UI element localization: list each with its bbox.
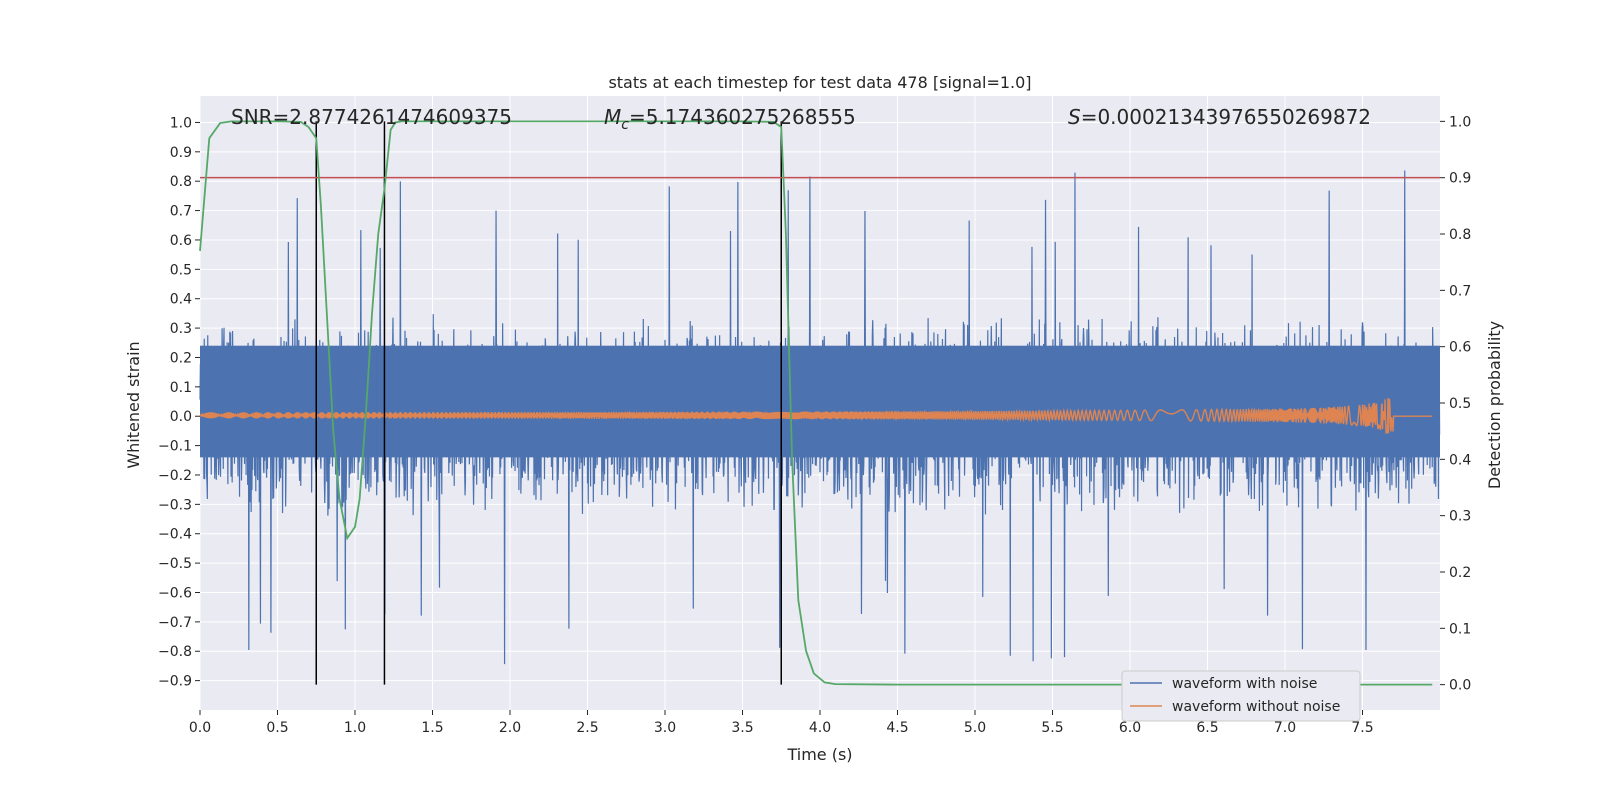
y-left-tick-label-0: 1.0 (170, 115, 192, 131)
tick-labels: 0.0 0.5 1.0 1.5 2.0 2.5 3.0 3.5 4.0 4.5 5.0 5.5 6.0 6… (158, 114, 1471, 736)
x-tick-label-2: 1.0 (344, 720, 366, 736)
x-tick-label-1: 0.5 (266, 720, 288, 736)
y-left-tick-label-19: −0.9 (158, 674, 192, 690)
y-left-tick-label-4: 0.6 (170, 233, 192, 249)
y-right-tick-label-5: 0.5 (1449, 396, 1471, 412)
y-right-tick-label-10: 0.0 (1449, 678, 1471, 694)
y-left-tick-label-2: 0.8 (170, 174, 192, 190)
y-left-tick-label-7: 0.3 (170, 321, 192, 337)
y-axis-label-left: Whitened strain (124, 341, 143, 468)
x-tick-label-13: 6.5 (1196, 720, 1218, 736)
x-tick-label-12: 6.0 (1119, 720, 1141, 736)
x-tick-label-15: 7.5 (1351, 720, 1373, 736)
y-left-tick-label-16: −0.6 (158, 585, 192, 601)
y-left-tick-label-18: −0.8 (158, 644, 192, 660)
chirp-mass-value: =5.174360275268555 (629, 105, 856, 129)
y-left-tick-label-10: 0.0 (170, 409, 192, 425)
y-left-tick-label-14: −0.4 (158, 527, 192, 543)
y-left-tick-label-11: −0.1 (158, 439, 192, 455)
noise-series-layer (199, 170, 1441, 665)
y-left-tick-label-12: −0.2 (158, 468, 192, 484)
chirp-mass-annotation: Mc=5.174360275268555 (604, 105, 856, 133)
y-right-tick-label-2: 0.8 (1449, 227, 1471, 243)
y-left-tick-label-9: 0.1 (170, 380, 192, 396)
x-tick-label-0: 0.0 (189, 720, 211, 736)
y-left-tick-label-1: 0.9 (170, 145, 192, 161)
y-right-tick-label-9: 0.1 (1449, 621, 1471, 637)
y-left-tick-label-6: 0.4 (170, 292, 192, 308)
y-left-tick-label-15: −0.5 (158, 556, 192, 572)
probability-series-layer (199, 120, 1433, 686)
series-noise-band (200, 345, 1440, 458)
x-tick-label-3: 1.5 (421, 720, 443, 736)
x-tick-label-9: 4.5 (886, 720, 908, 736)
y-right-tick-label-7: 0.3 (1449, 509, 1471, 525)
x-tick-label-11: 5.5 (1041, 720, 1063, 736)
y-right-tick-label-3: 0.7 (1449, 283, 1471, 299)
y-right-tick-label-0: 1.0 (1449, 114, 1471, 130)
x-axis-label: Time (s) (786, 745, 852, 764)
y-right-tick-label-1: 0.9 (1449, 171, 1471, 187)
x-tick-label-8: 4.0 (809, 720, 831, 736)
chart-title: stats at each timestep for test data 478… (608, 73, 1031, 92)
y-right-tick-label-6: 0.4 (1449, 452, 1471, 468)
x-tick-label-6: 3.0 (654, 720, 676, 736)
series-probability-line (199, 120, 1433, 686)
chirp-series-layer (199, 397, 1433, 435)
y-left-tick-label-13: −0.3 (158, 497, 192, 513)
y-left-tick-label-8: 0.2 (170, 350, 192, 366)
y-right-tick-label-4: 0.6 (1449, 340, 1471, 356)
score-annotation: S=0.00021343976550269872 (1068, 105, 1371, 129)
vertical-markers (315, 121, 782, 685)
x-tick-label-10: 5.0 (964, 720, 986, 736)
snr-annotation: SNR=2.8774261474609375 (231, 105, 512, 129)
series-chirp-line (199, 397, 1433, 435)
y-left-tick-label-5: 0.5 (170, 262, 192, 278)
legend: waveform with noise waveform without noi… (1121, 670, 1361, 722)
x-tick-label-4: 2.0 (499, 720, 521, 736)
chirp-mass-symbol: M (604, 105, 621, 129)
x-tick-label-7: 3.5 (731, 720, 753, 736)
legend-box (1121, 670, 1361, 722)
chirp-mass-subscript: c (621, 117, 629, 133)
y-axis-label-right: Detection probability (1485, 321, 1504, 489)
y-left-tick-label-17: −0.7 (158, 615, 192, 631)
legend-label-clean: waveform without noise (1172, 699, 1340, 715)
x-tick-label-14: 7.0 (1274, 720, 1296, 736)
score-value: =0.00021343976550269872 (1081, 105, 1371, 129)
score-symbol: S (1068, 105, 1081, 129)
y-left-tick-label-3: 0.7 (170, 204, 192, 220)
x-tick-label-5: 2.5 (576, 720, 598, 736)
legend-label-noise: waveform with noise (1172, 676, 1317, 692)
y-right-tick-label-8: 0.2 (1449, 565, 1471, 581)
